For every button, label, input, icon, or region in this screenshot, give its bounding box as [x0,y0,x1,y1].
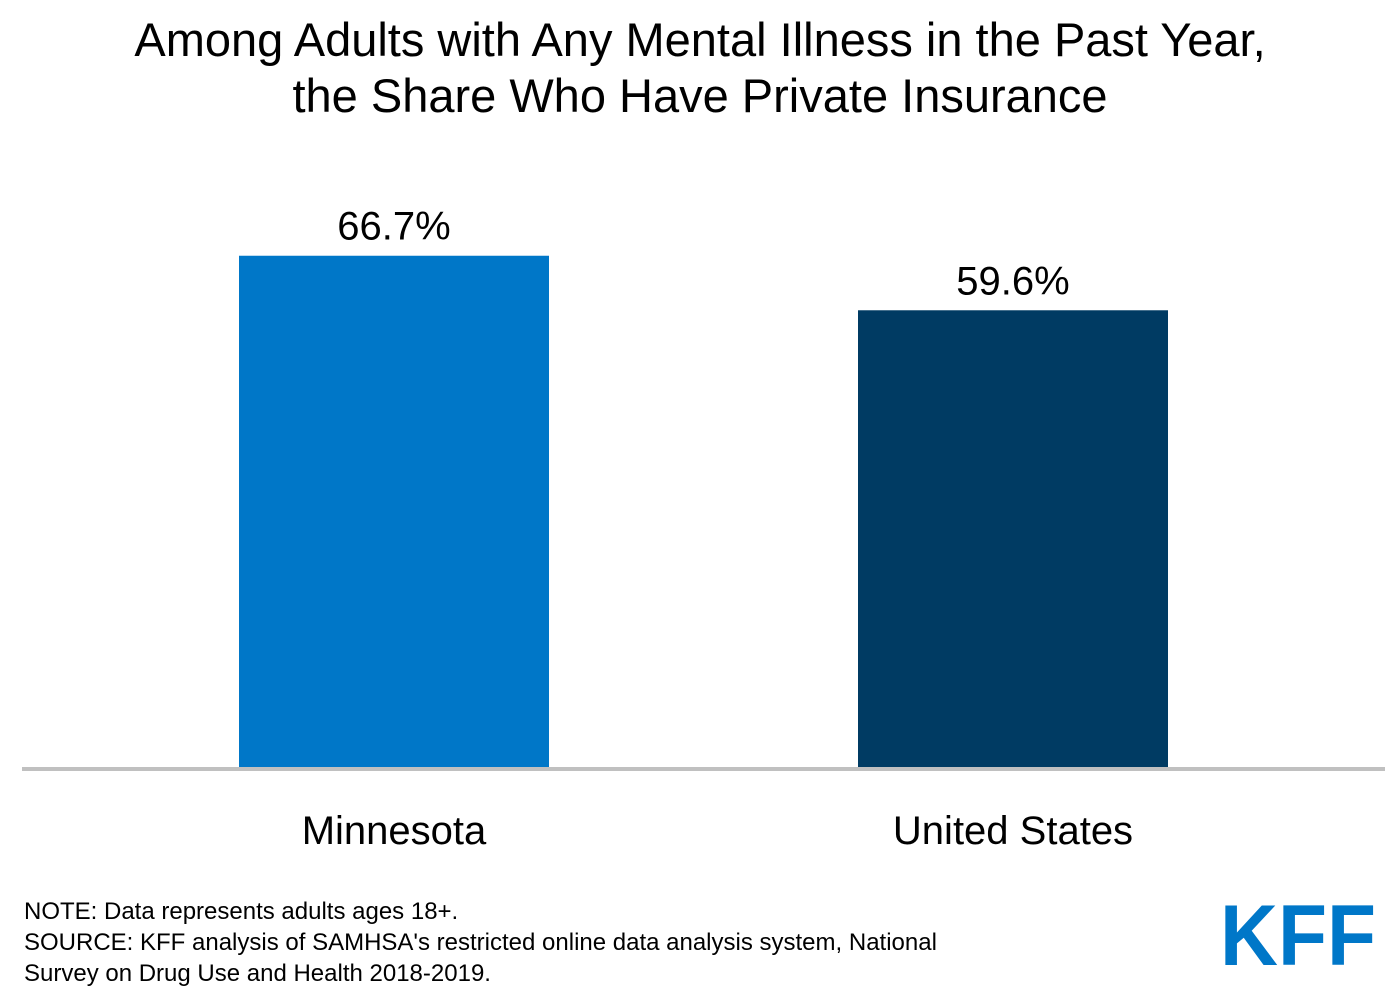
data-label-minnesota: 66.7% [337,205,450,249]
footnotes: NOTE: Data represents adults ages 18+. S… [24,896,937,989]
source-text-line-2: Survey on Drug Use and Health 2018-2019. [24,960,491,987]
note-text: NOTE: Data represents adults ages 18+. [24,898,459,925]
category-label-minnesota: Minnesota [302,809,487,853]
category-label-united-states: United States [893,809,1133,853]
data-label-united-states: 59.6% [956,259,1069,303]
kff-logo: KFF [1220,897,1376,969]
chart-title-line-2: the Share Who Have Private Insurance [292,69,1108,122]
bar-minnesota [239,255,549,768]
source-text-line-1: SOURCE: KFF analysis of SAMHSA's restric… [24,929,937,956]
chart-title: Among Adults with Any Mental Illness in … [0,12,1400,124]
chart-title-line-1: Among Adults with Any Mental Illness in … [134,13,1266,66]
bar-united-states [858,310,1168,768]
kff-logo-text: KFF [1220,897,1376,969]
